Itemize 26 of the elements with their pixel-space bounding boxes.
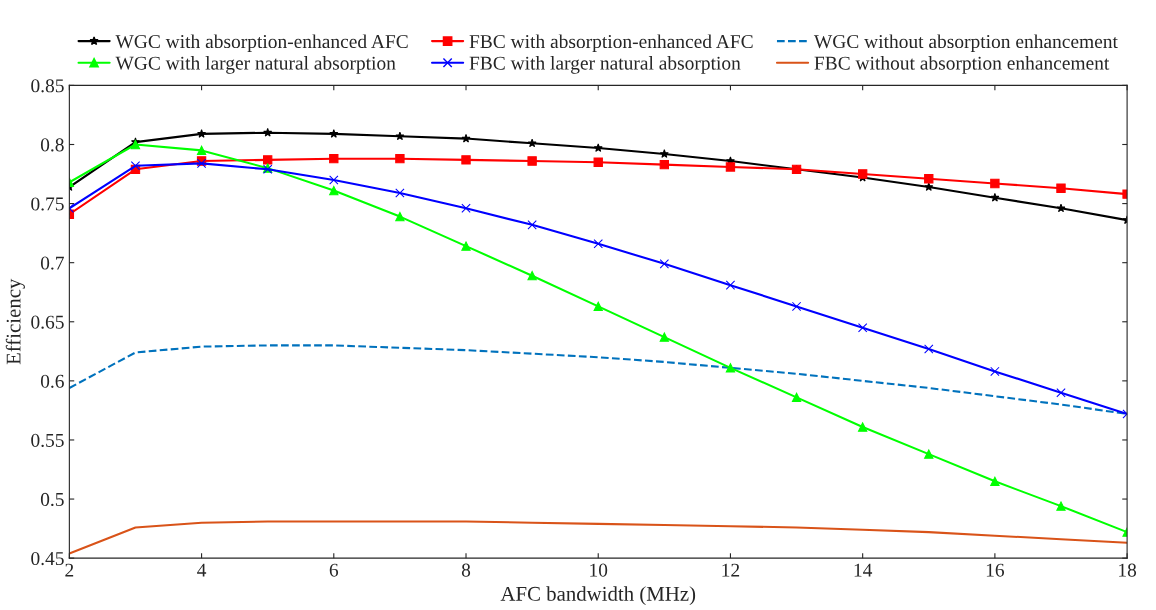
y-tick-label: 0.45	[31, 551, 64, 566]
legend-label: WGC without absorption enhancement	[813, 34, 1118, 53]
legend-label: FBC without absorption enhancement	[814, 56, 1110, 74]
legend-label: FBC with absorption-enhanced AFC	[469, 34, 753, 53]
y-tick-label: 0.5	[40, 492, 64, 507]
x-tick-label: 6	[329, 563, 339, 577]
x-tick-label: 10	[590, 563, 608, 577]
y-tick-label: 0.85	[31, 79, 64, 93]
x-axis-title: AFC bandwidth (MHz)	[500, 586, 696, 606]
legend-label: FBC with larger natural absorption	[469, 56, 741, 74]
x-tick-label: 18	[1119, 563, 1137, 577]
y-tick-label: 0.75	[31, 197, 64, 211]
x-tick-label: 2	[65, 563, 74, 577]
x-tick-label: 16	[986, 563, 1005, 577]
y-axis-title: Efficiency	[5, 278, 25, 365]
x-tick-label: 14	[854, 563, 873, 577]
y-tick-label: 0.65	[31, 315, 64, 329]
y-tick-label: 0.55	[31, 433, 64, 447]
legend-label: WGC with absorption-enhanced AFC	[115, 34, 408, 53]
y-tick-label: 0.7	[40, 256, 64, 270]
y-tick-label: 0.8	[40, 138, 64, 152]
x-tick-label: 12	[722, 563, 740, 577]
y-tick-label: 0.6	[40, 374, 64, 388]
x-tick-label: 8	[461, 563, 471, 577]
legend-label: WGC with larger natural absorption	[115, 56, 396, 74]
x-tick-label: 4	[197, 563, 207, 577]
